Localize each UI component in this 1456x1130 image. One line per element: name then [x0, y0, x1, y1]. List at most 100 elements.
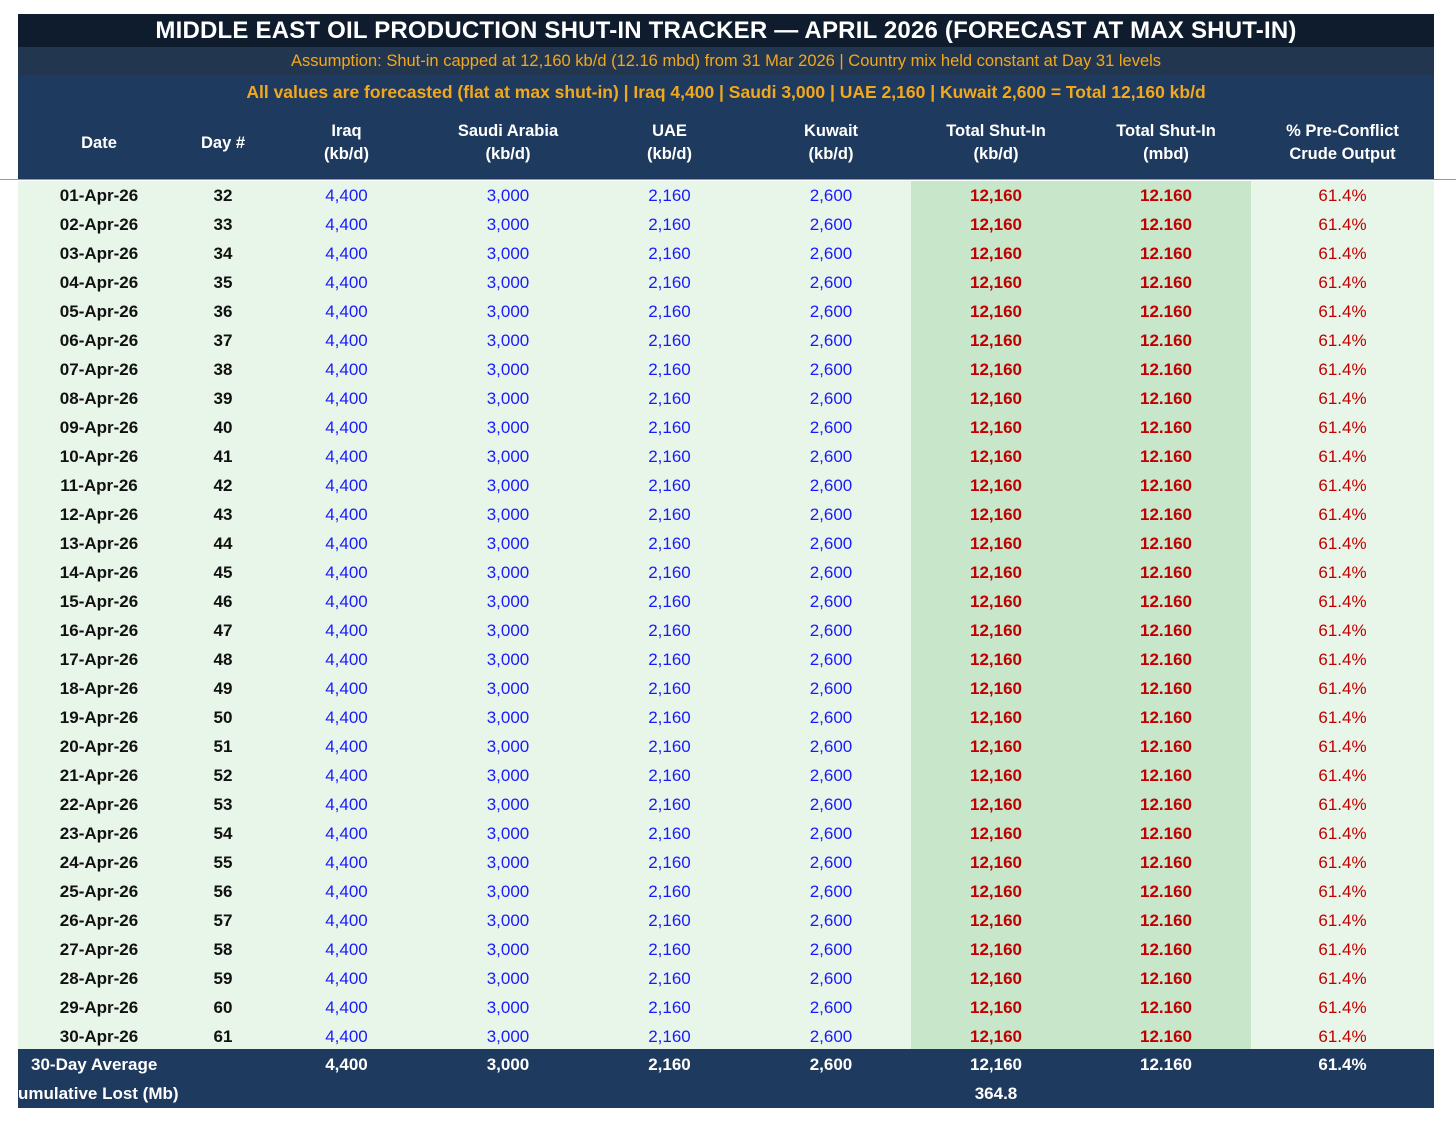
cell-pct[interactable]: 61.4% — [1318, 679, 1367, 698]
table-row[interactable]: 27-Apr-26 58 4,400 3,000 2,160 2,600 12,160 12.… — [18, 935, 1434, 964]
cell-kuwait[interactable]: 2,600 — [809, 273, 853, 292]
cell-total-kbd[interactable]: 12,160 — [970, 650, 1022, 669]
cell-date[interactable]: 25-Apr-26 — [59, 882, 139, 901]
cell-iraq[interactable]: 4,400 — [325, 824, 368, 843]
cell-uae[interactable]: 2,160 — [648, 737, 691, 756]
cell-iraq[interactable]: 4,400 — [325, 418, 368, 437]
cell-day[interactable]: 44 — [213, 534, 233, 553]
cell-uae[interactable]: 2,160 — [648, 505, 691, 524]
cell-kuwait[interactable]: 2,600 — [809, 534, 853, 553]
cell-total-mbd[interactable]: 12.160 — [1140, 708, 1192, 727]
cell-total-kbd[interactable]: 12,160 — [970, 766, 1022, 785]
cell-day[interactable]: 38 — [213, 360, 233, 379]
cell-uae[interactable]: 2,160 — [648, 969, 691, 988]
cell-kuwait[interactable]: 2,600 — [809, 302, 853, 321]
cell-pct[interactable]: 61.4% — [1318, 795, 1367, 814]
cell-uae[interactable]: 2,160 — [648, 563, 691, 582]
cell-date[interactable]: 04-Apr-26 — [59, 273, 139, 292]
cell-saudi[interactable]: 3,000 — [486, 447, 530, 466]
cell-date[interactable]: 22-Apr-26 — [59, 795, 139, 814]
cell-pct[interactable]: 61.4% — [1318, 853, 1367, 872]
cell-pct[interactable]: 61.4% — [1318, 940, 1367, 959]
cell-total-kbd[interactable]: 12,160 — [970, 331, 1022, 350]
cell-pct[interactable]: 61.4% — [1318, 215, 1367, 234]
cell-total-kbd[interactable]: 12,160 — [970, 505, 1022, 524]
cell-total-kbd[interactable]: 12,160 — [970, 360, 1022, 379]
table-row[interactable]: 20-Apr-26 51 4,400 3,000 2,160 2,600 12,160 12.… — [18, 732, 1434, 761]
cell-kuwait[interactable]: 2,600 — [809, 969, 853, 988]
cell-date[interactable]: 24-Apr-26 — [59, 853, 139, 872]
table-row[interactable]: 09-Apr-26 40 4,400 3,000 2,160 2,600 12,160 12.… — [18, 413, 1434, 442]
cell-pct[interactable]: 61.4% — [1318, 621, 1367, 640]
cell-kuwait[interactable]: 2,600 — [809, 737, 853, 756]
table-row[interactable]: 02-Apr-26 33 4,400 3,000 2,160 2,600 12,160 12.… — [18, 210, 1434, 239]
cell-iraq[interactable]: 4,400 — [325, 969, 368, 988]
table-row[interactable]: 14-Apr-26 45 4,400 3,000 2,160 2,600 12,160 12.… — [18, 558, 1434, 587]
cell-day[interactable]: 60 — [213, 998, 233, 1017]
cell-saudi[interactable]: 3,000 — [486, 244, 530, 263]
cell-total-mbd[interactable]: 12.160 — [1140, 650, 1192, 669]
cell-date[interactable]: 09-Apr-26 — [59, 418, 139, 437]
cell-total-kbd[interactable]: 12,160 — [970, 534, 1022, 553]
cell-iraq[interactable]: 4,400 — [325, 766, 368, 785]
table-row[interactable]: 04-Apr-26 35 4,400 3,000 2,160 2,600 12,160 12.… — [18, 268, 1434, 297]
cell-kuwait[interactable]: 2,600 — [809, 766, 853, 785]
cell-kuwait[interactable]: 2,600 — [809, 418, 853, 437]
cell-kuwait[interactable]: 2,600 — [809, 215, 853, 234]
cell-total-kbd[interactable]: 12,160 — [970, 447, 1022, 466]
cell-day[interactable]: 46 — [213, 592, 233, 611]
cell-uae[interactable]: 2,160 — [648, 911, 691, 930]
header-saudi[interactable]: Saudi Arabia (kb/d) — [457, 122, 559, 163]
cell-total-mbd[interactable]: 12.160 — [1140, 244, 1192, 263]
cell-date[interactable]: 03-Apr-26 — [59, 244, 139, 263]
cell-iraq[interactable]: 4,400 — [325, 360, 368, 379]
cell-day[interactable]: 45 — [213, 563, 233, 582]
cell-total-kbd[interactable]: 12,160 — [970, 273, 1022, 292]
header-day[interactable]: Day # — [200, 133, 246, 152]
cell-pct[interactable]: 61.4% — [1318, 824, 1367, 843]
cell-date[interactable]: 16-Apr-26 — [59, 621, 139, 640]
table-row[interactable]: 07-Apr-26 38 4,400 3,000 2,160 2,600 12,160 12.… — [18, 355, 1434, 384]
cell-kuwait[interactable]: 2,600 — [809, 795, 853, 814]
cell-total-kbd[interactable]: 12,160 — [970, 302, 1022, 321]
cell-day[interactable]: 43 — [213, 505, 233, 524]
cell-saudi[interactable]: 3,000 — [486, 302, 530, 321]
cell-total-mbd[interactable]: 12.160 — [1140, 969, 1192, 988]
cell-kuwait[interactable]: 2,600 — [809, 1027, 853, 1046]
cell-total-mbd[interactable]: 12.160 — [1140, 505, 1192, 524]
cell-day[interactable]: 61 — [213, 1027, 233, 1046]
cell-total-kbd[interactable]: 12,160 — [970, 1027, 1022, 1046]
cell-date[interactable]: 02-Apr-26 — [59, 215, 139, 234]
cell-uae[interactable]: 2,160 — [648, 621, 691, 640]
cell-saudi[interactable]: 3,000 — [486, 911, 530, 930]
header-uae[interactable]: UAE (kb/d) — [647, 122, 692, 163]
cell-pct[interactable]: 61.4% — [1318, 1027, 1367, 1046]
cell-saudi[interactable]: 3,000 — [486, 215, 530, 234]
cell-total-mbd[interactable]: 12.160 — [1140, 331, 1192, 350]
header-kuwait[interactable]: Kuwait (kb/d) — [803, 122, 859, 163]
cell-total-mbd[interactable]: 12.160 — [1140, 998, 1192, 1017]
cell-day[interactable]: 54 — [213, 824, 233, 843]
table-row[interactable]: 25-Apr-26 56 4,400 3,000 2,160 2,600 12,160 12.… — [18, 877, 1434, 906]
table-row[interactable]: 11-Apr-26 42 4,400 3,000 2,160 2,600 12,160 12.… — [18, 471, 1434, 500]
cell-uae[interactable]: 2,160 — [648, 853, 691, 872]
cell-saudi[interactable]: 3,000 — [486, 1027, 530, 1046]
cell-kuwait[interactable]: 2,600 — [809, 621, 853, 640]
cell-total-mbd[interactable]: 12.160 — [1140, 360, 1192, 379]
cell-pct[interactable]: 61.4% — [1318, 882, 1367, 901]
cell-date[interactable]: 14-Apr-26 — [59, 563, 139, 582]
cell-date[interactable]: 23-Apr-26 — [59, 824, 139, 843]
cell-iraq[interactable]: 4,400 — [325, 998, 368, 1017]
cell-date[interactable]: 30-Apr-26 — [59, 1027, 139, 1046]
table-row[interactable]: 17-Apr-26 48 4,400 3,000 2,160 2,600 12,160 12.… — [18, 645, 1434, 674]
cell-uae[interactable]: 2,160 — [648, 447, 691, 466]
cell-total-kbd[interactable]: 12,160 — [970, 418, 1022, 437]
table-row[interactable]: 24-Apr-26 55 4,400 3,000 2,160 2,600 12,160 12.… — [18, 848, 1434, 877]
table-row[interactable]: 26-Apr-26 57 4,400 3,000 2,160 2,600 12,160 12.… — [18, 906, 1434, 935]
cell-uae[interactable]: 2,160 — [648, 1027, 691, 1046]
avg-total-mbd[interactable]: 12.160 — [1140, 1055, 1192, 1074]
cell-saudi[interactable]: 3,000 — [486, 505, 530, 524]
table-row[interactable]: 23-Apr-26 54 4,400 3,000 2,160 2,600 12,160 12.… — [18, 819, 1434, 848]
cell-total-mbd[interactable]: 12.160 — [1140, 592, 1192, 611]
cell-saudi[interactable]: 3,000 — [486, 476, 530, 495]
